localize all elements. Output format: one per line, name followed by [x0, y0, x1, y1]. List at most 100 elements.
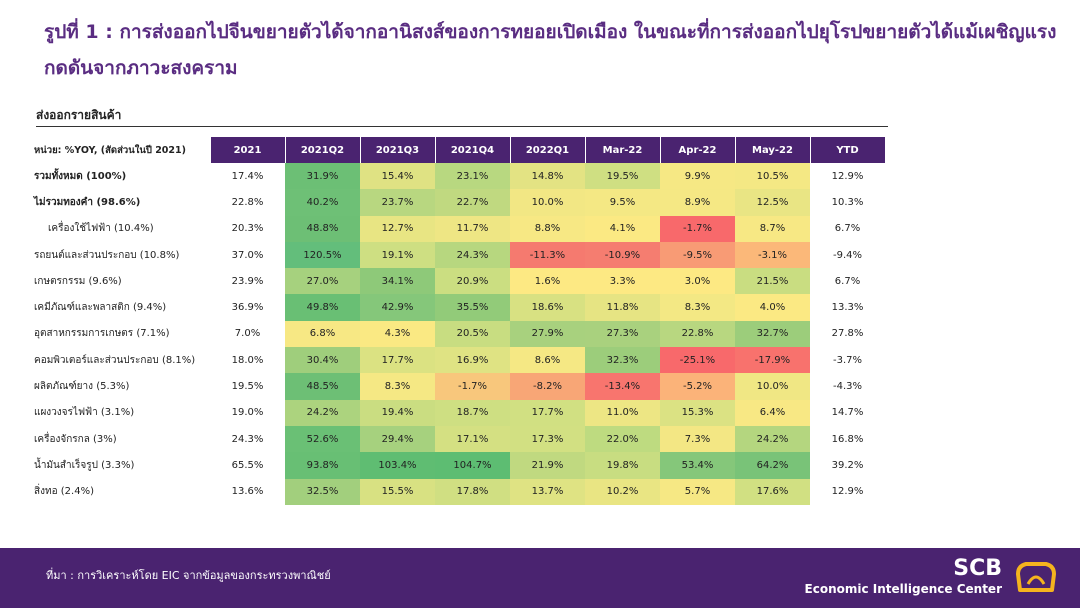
brand-name: SCB: [953, 556, 1002, 581]
export-growth-table: หน่วย: %YOY, (สัดส่วนในปี 2021) 2021 2021…: [30, 137, 886, 505]
table-cell: 4.1%: [585, 215, 660, 242]
table-row: ไม่รวมทองคำ (98.6%) 22.8% 40.2% 23.7% 22.7% 1…: [30, 189, 885, 216]
table-cell: 18.6%: [510, 294, 585, 321]
table-cell: -9.5%: [660, 241, 735, 269]
table-cell: 27.8%: [831, 328, 864, 340]
table-row: น้ำมันสำเร็จรูป (3.3%) 65.5% 93.8% 103.4% 10…: [30, 452, 885, 479]
table-cell: 17.4%: [231, 170, 264, 182]
column-header: Mar-22: [585, 137, 661, 163]
table-cell: -25.1%: [660, 347, 735, 374]
row-label: ผลิตภัณฑ์ยาง (5.3%): [34, 381, 130, 393]
table-cell: 8.9%: [660, 189, 735, 216]
table-cell: 64.2%: [735, 452, 810, 479]
table-cell: 8.3%: [660, 294, 735, 321]
table-row: ผลิตภัณฑ์ยาง (5.3%) 19.5% 48.5% 8.3% -1.7% -8…: [30, 373, 885, 400]
table-row: แผงวงจรไฟฟ้า (3.1%) 19.0% 24.2% 19.4% 18.7% 1…: [30, 399, 885, 426]
table-cell: 17.7%: [360, 347, 435, 374]
table-row: รถยนต์และส่วนประกอบ (10.8%) 37.0% 120.5% 19…: [30, 241, 885, 269]
table-cell: -4.3%: [832, 381, 862, 393]
table-cell: 21.5%: [735, 268, 810, 295]
column-header: Apr-22: [660, 137, 736, 163]
table-cell: 5.7%: [660, 478, 735, 505]
table-cell: 1.6%: [510, 268, 585, 295]
table-cell: 19.5%: [231, 381, 264, 393]
table-cell: 4.3%: [360, 320, 435, 348]
table-cell: 17.1%: [435, 425, 510, 453]
table-cell: 7.0%: [234, 328, 261, 340]
table-cell: 17.8%: [435, 478, 510, 505]
page-title: รูปที่ 1 : การส่งออกไปจีนขยายตัวได้จากอา…: [44, 21, 1057, 79]
row-label: เครื่องใช้ไฟฟ้า (10.4%): [48, 223, 154, 235]
table-cell: 20.3%: [231, 223, 264, 235]
table-cell: 10.0%: [735, 373, 810, 400]
column-header: 2021Q2: [285, 137, 361, 163]
table-cell: 27.3%: [585, 320, 660, 348]
table-cell: 18.7%: [435, 399, 510, 426]
table-cell: 11.7%: [435, 215, 510, 242]
footer-bar: ที่มา : การวิเคราะห์โดย EIC จากข้อมูลของ…: [0, 548, 1080, 608]
table-cell: 19.8%: [585, 452, 660, 479]
table-cell: 4.0%: [735, 294, 810, 321]
table-cell: 22.8%: [660, 320, 735, 348]
column-header: 2021Q4: [435, 137, 511, 163]
table-cell: 10.0%: [510, 189, 585, 216]
table-cell: 13.6%: [231, 486, 264, 498]
table-cell: -9.4%: [832, 249, 862, 261]
table-cell: 53.4%: [660, 452, 735, 479]
table-cell: 65.5%: [231, 459, 264, 471]
table-cell: 19.4%: [360, 399, 435, 426]
table-cell: 19.1%: [360, 241, 435, 269]
table-cell: 36.9%: [231, 302, 264, 314]
table-cell: 22.0%: [585, 425, 660, 453]
row-label: รวมทั้งหมด (100%): [34, 170, 127, 182]
row-label: แผงวงจรไฟฟ้า (3.1%): [34, 407, 135, 419]
brand-subtitle: Economic Intelligence Center: [804, 582, 1002, 596]
table-cell: 24.2%: [285, 399, 360, 426]
table-cell: 3.3%: [585, 268, 660, 295]
table-cell: 17.7%: [510, 399, 585, 426]
table-cell: 48.8%: [285, 215, 360, 242]
table-cell: 34.1%: [360, 268, 435, 295]
table-cell: 27.0%: [285, 268, 360, 295]
table-cell: 103.4%: [360, 452, 435, 479]
table-cell: 19.0%: [231, 407, 264, 419]
column-header: 2022Q1: [510, 137, 586, 163]
table-row: เคมีภัณฑ์และพลาสติก (9.4%) 36.9% 49.8% 42.9…: [30, 294, 885, 321]
row-label: เคมีภัณฑ์และพลาสติก (9.4%): [34, 302, 167, 314]
table-cell: 48.5%: [285, 373, 360, 400]
table-cell: 42.9%: [360, 294, 435, 321]
table-cell: -3.1%: [735, 241, 810, 269]
row-label: รถยนต์และส่วนประกอบ (10.8%): [34, 249, 180, 261]
row-label: สิ่งทอ (2.4%): [34, 486, 94, 498]
scb-logo-icon: [1016, 562, 1056, 592]
table-cell: 32.5%: [285, 478, 360, 505]
table-cell: 8.6%: [510, 347, 585, 374]
table-cell: 20.9%: [435, 268, 510, 295]
table-cell: 7.3%: [660, 425, 735, 453]
table-cell: 30.4%: [285, 347, 360, 374]
table-cell: 11.0%: [585, 399, 660, 426]
table-cell: 11.8%: [585, 294, 660, 321]
column-header: 2021: [210, 137, 286, 163]
table-row: คอมพิวเตอร์และส่วนประกอบ (8.1%) 18.0% 30.4…: [30, 347, 885, 374]
table-cell: 9.9%: [660, 163, 735, 190]
table-cell: 10.2%: [585, 478, 660, 505]
table-cell: 20.5%: [435, 320, 510, 348]
table-cell: 24.3%: [435, 241, 510, 269]
table-cell: 12.9%: [831, 486, 864, 498]
table-cell: -5.2%: [660, 373, 735, 400]
table-cell: 52.6%: [285, 425, 360, 453]
table-cell: 14.8%: [510, 163, 585, 190]
table-cell: 23.9%: [231, 275, 264, 287]
table-cell: 13.3%: [831, 302, 864, 314]
divider: [36, 126, 888, 127]
table-row: เครื่องใช้ไฟฟ้า (10.4%) 20.3% 48.8% 12.7% 11…: [30, 215, 885, 242]
table-cell: 8.3%: [360, 373, 435, 400]
table-cell: -11.3%: [510, 241, 585, 269]
table-cell: 27.9%: [510, 320, 585, 348]
table-cell: 15.4%: [360, 163, 435, 190]
table-cell: -13.4%: [585, 373, 660, 400]
table-cell: 32.3%: [585, 347, 660, 374]
row-label: เครื่องจักรกล (3%): [34, 433, 117, 445]
column-header: YTD: [810, 137, 886, 163]
